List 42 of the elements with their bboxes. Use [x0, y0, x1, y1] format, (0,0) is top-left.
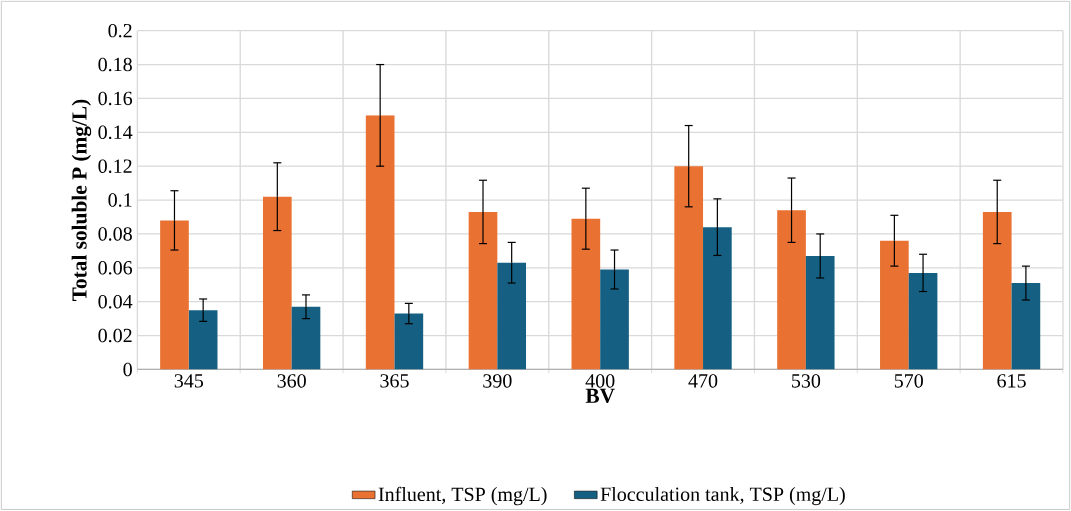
- y-tick-label: 0.2: [108, 23, 132, 38]
- x-tick-label: 360: [277, 374, 306, 388]
- y-tick-label: 0.1: [108, 193, 132, 207]
- y-tick-label: 0.12: [98, 159, 132, 174]
- bar: [160, 220, 189, 370]
- bar: [982, 212, 1012, 370]
- legend-label: Flocculation tank, TSP (mg/L): [600, 487, 845, 506]
- bar: [394, 313, 424, 370]
- bar: [880, 240, 909, 370]
- x-tick-label: 570: [894, 374, 923, 388]
- bar: [777, 210, 806, 370]
- y-axis-title: Total soluble P (mg/L): [71, 99, 92, 302]
- bar: [291, 306, 321, 370]
- y-tick-label: 0.06: [98, 261, 133, 275]
- x-tick-label: 615: [997, 374, 1026, 388]
- bar: [365, 115, 395, 370]
- x-axis-title: BV: [585, 388, 615, 404]
- bar: [497, 262, 527, 370]
- y-tick-label: 0.08: [98, 227, 132, 241]
- y-tick-label: 0.16: [98, 91, 133, 106]
- bar: [571, 218, 601, 370]
- bar: [188, 310, 218, 370]
- x-tick-label: 530: [792, 374, 821, 388]
- bar: [805, 256, 835, 370]
- legend-label: Influent, TSP (mg/L): [378, 486, 547, 506]
- y-tick-label: 0.02: [98, 328, 132, 343]
- y-tick-label: 0: [123, 362, 132, 377]
- x-tick-label: 365: [380, 374, 409, 388]
- bar: [703, 227, 732, 370]
- y-tick-label: 0.04: [98, 294, 133, 309]
- y-tick-label: 0.14: [98, 125, 133, 140]
- y-tick-label: 0.18: [98, 57, 132, 72]
- x-tick-label: 400: [585, 374, 615, 388]
- bar: [674, 166, 704, 370]
- bar: [468, 212, 498, 370]
- bar: [1011, 283, 1041, 370]
- x-tick-label: 345: [174, 374, 204, 388]
- x-tick-label: 390: [483, 374, 512, 388]
- bar: [600, 269, 629, 370]
- bar: [262, 196, 292, 370]
- bar: [908, 272, 938, 370]
- x-tick-label: 470: [688, 374, 718, 388]
